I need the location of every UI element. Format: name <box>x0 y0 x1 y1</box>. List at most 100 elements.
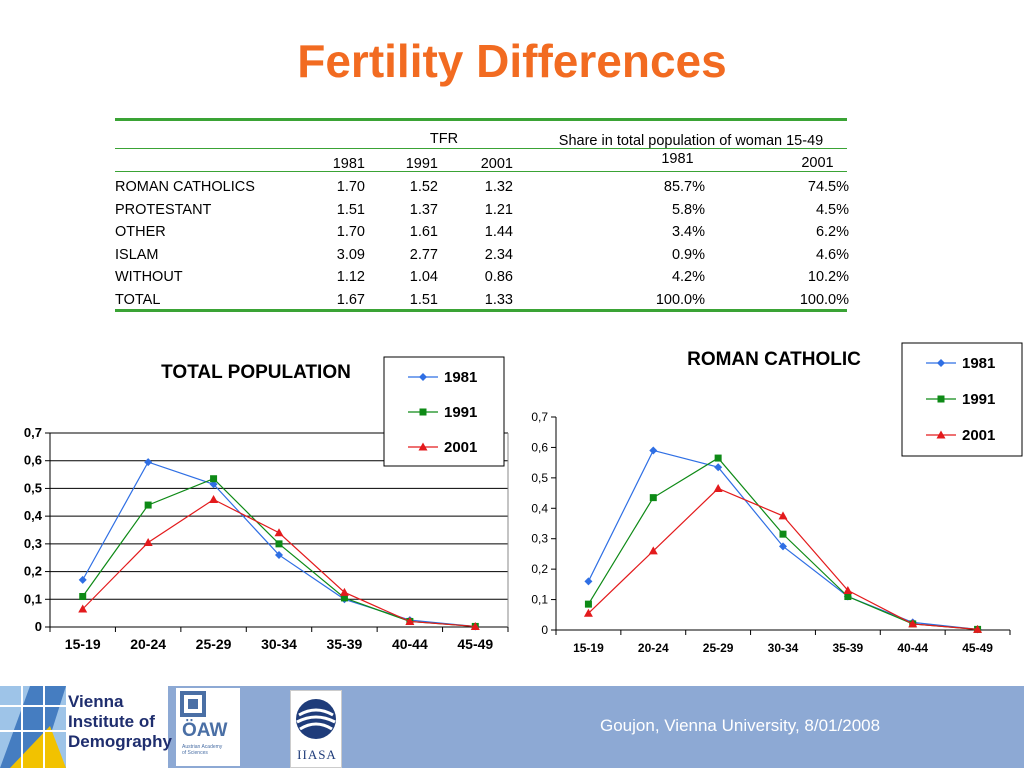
share-cell: 74.5% <box>807 179 849 195</box>
chart-legend: 1981 1991 2001 <box>383 356 505 467</box>
data-point <box>649 446 658 455</box>
x-tick-label: 25-29 <box>703 641 734 655</box>
data-point <box>937 359 945 367</box>
y-tick-label: 0,6 <box>24 453 42 468</box>
series-line-2001 <box>588 487 978 630</box>
fertility-table: TFR Share in total population of woman 1… <box>115 118 849 318</box>
share-header: Share in total population of woman 15-49 <box>558 133 824 149</box>
data-point <box>470 621 480 630</box>
data-point <box>713 484 723 493</box>
data-point <box>937 395 945 403</box>
legend-box <box>383 356 505 467</box>
legend-box <box>901 342 1023 457</box>
data-point <box>648 546 658 555</box>
y-tick-label: 0,3 <box>531 532 548 546</box>
data-point <box>778 511 788 520</box>
tfr-cell: 1.51 <box>409 292 438 308</box>
data-point <box>584 577 593 586</box>
vid-logo-mark <box>0 686 66 768</box>
data-point <box>209 480 218 489</box>
data-point <box>418 442 428 451</box>
oaw-logo: ÖAW Austrian Academy of Sciences <box>176 688 240 766</box>
chart-title: TOTAL POPULATION <box>161 362 351 383</box>
data-point <box>844 593 852 601</box>
footer-bar: Vienna Institute of Demography ÖAW Austr… <box>0 686 1024 768</box>
data-point <box>649 494 657 502</box>
oaw-subtitle: Austrian Academy of Sciences <box>182 744 222 756</box>
y-tick-label: 0,2 <box>24 564 42 579</box>
data-point <box>779 530 787 538</box>
legend-label: 1991 <box>962 391 995 408</box>
data-point <box>275 550 283 559</box>
data-point <box>209 495 219 504</box>
iiasa-text: IIASA <box>297 747 337 762</box>
data-point <box>779 542 787 551</box>
row-label: OTHER <box>115 224 166 241</box>
y-tick-label: 0,4 <box>24 508 43 523</box>
vid-line-3: Demography <box>68 732 172 751</box>
x-tick-label: 25-29 <box>196 636 232 652</box>
y-tick-label: 0 <box>35 619 42 634</box>
row-label: PROTESTANT <box>115 201 212 218</box>
oaw-subtitle-line-1: Austrian Academy <box>182 744 223 750</box>
table-years-rule <box>115 171 847 172</box>
x-tick-label: 30-34 <box>261 636 297 652</box>
share-cell: 6.2% <box>815 224 849 241</box>
legend-label: 1981 <box>444 369 477 386</box>
share-cell: 4.6% <box>815 246 849 263</box>
share-cell: 4.2% <box>671 269 705 286</box>
y-tick-label: 0 <box>541 623 548 637</box>
tfr-cell: 1.37 <box>409 201 438 218</box>
y-tick-label: 0,5 <box>531 471 548 485</box>
y-tick-label: 0,1 <box>531 593 548 607</box>
data-point <box>419 373 427 381</box>
data-point <box>714 454 722 462</box>
tfr-cell: 2.77 <box>409 246 438 263</box>
row-label: ISLAM <box>115 246 159 263</box>
total-population-chart: TOTAL POPULATION 0 0,1 0,2 0,3 0,4 0,5 0,6 0,7 1… <box>24 356 509 652</box>
x-tick-label: 40-44 <box>392 636 428 652</box>
footer-credit: Goujon, Vienna University, 8/01/2008 <box>600 716 881 735</box>
oaw-text: ÖAW <box>182 720 228 741</box>
y-tick-label: 0,5 <box>24 480 42 495</box>
data-point <box>339 587 349 596</box>
share-cell: 3.4% <box>671 224 705 241</box>
oaw-logo-mark <box>180 691 206 717</box>
table-bottom-rule <box>115 309 847 312</box>
legend-label: 2001 <box>444 439 477 456</box>
series-line-2001 <box>82 498 476 628</box>
x-tick-label: 45-49 <box>962 641 993 655</box>
oaw-subtitle-line-2: of Sciences <box>182 750 208 756</box>
x-tick-label: 40-44 <box>897 641 928 655</box>
data-point <box>936 430 946 439</box>
legend-label: 1981 <box>962 355 995 372</box>
tfr-cell: 3.09 <box>336 246 365 263</box>
year-share-1981: 1981 <box>661 151 694 167</box>
tfr-cell: 2.34 <box>484 246 513 263</box>
chart-legend: 1981 1991 2001 <box>901 342 1023 457</box>
x-tick-label: 15-19 <box>573 641 604 655</box>
x-tick-label: 15-19 <box>65 636 101 652</box>
data-point <box>143 537 153 546</box>
vid-line-1: Vienna <box>68 692 124 711</box>
table-top-rule <box>115 118 847 121</box>
data-point <box>583 608 593 617</box>
row-label: WITHOUT <box>115 269 183 286</box>
share-cell: 10.2% <box>807 269 849 286</box>
tfr-header: TFR <box>429 131 459 147</box>
share-cell: 4.5% <box>815 201 849 218</box>
tfr-cell: 1.32 <box>484 179 513 195</box>
x-tick-label: 35-39 <box>833 641 864 655</box>
data-point <box>908 619 918 628</box>
year-share-2001: 2001 <box>801 155 834 171</box>
data-point <box>419 408 427 416</box>
row-label: ROMAN CATHOLICS <box>115 179 255 195</box>
chart-title: ROMAN CATHOLIC <box>687 349 861 370</box>
data-point <box>78 575 87 584</box>
y-tick-label: 0,1 <box>24 591 42 606</box>
share-cell: 100.0% <box>655 292 705 308</box>
x-tick-label: 20-24 <box>130 636 166 652</box>
data-point <box>405 616 415 625</box>
tfr-cell: 1.61 <box>409 224 438 241</box>
roman-catholic-chart: ROMAN CATHOLIC 0 0,1 0,2 0,3 0,4 0,5 0,6 0,7 15-… <box>531 342 1023 655</box>
